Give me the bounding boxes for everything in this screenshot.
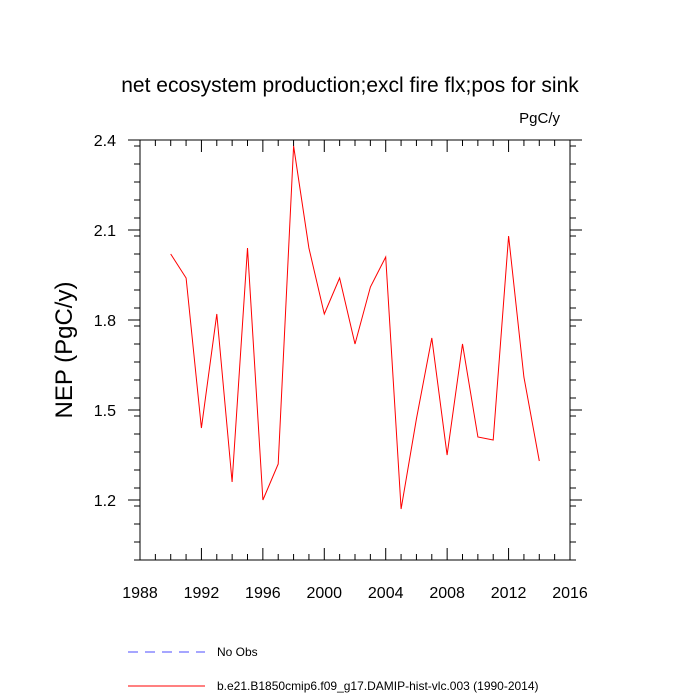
legend: No Obs b.e21.B1850cmip6.f09_g17.DAMIP-his… [128, 645, 539, 693]
plot-frame [139, 139, 571, 561]
x-tick-label: 2012 [491, 585, 527, 602]
chart-title: net ecosystem production;excl fire flx;p… [121, 74, 579, 97]
x-tick-label: 2000 [306, 585, 342, 602]
x-tick-label: 1996 [245, 585, 281, 602]
x-tick-label: 2016 [552, 585, 588, 602]
x-tick-label: 2008 [429, 585, 465, 602]
y-tick-label: 1.8 [94, 313, 116, 330]
x-tick-label: 1992 [184, 585, 220, 602]
tick-labels: 1988 1992 1996 2000 2004 2008 2012 2016 1.2 1.5 1.… [94, 133, 588, 602]
y-axis-label: NEP (PgC/y) [51, 282, 78, 419]
axes-ticks [128, 139, 582, 561]
x-tick-label: 2004 [368, 585, 404, 602]
y-tick-label: 1.5 [94, 403, 116, 420]
legend-label: b.e21.B1850cmip6.f09_g17.DAMIP-hist-vlc.… [217, 679, 539, 693]
units-label: PgC/y [519, 110, 560, 127]
y-tick-label: 2.1 [94, 223, 116, 240]
y-tick-label: 2.4 [94, 133, 116, 150]
x-tick-label: 1988 [122, 585, 158, 602]
plot-area [170, 145, 540, 510]
series-line [170, 145, 540, 510]
y-tick-label: 1.2 [94, 493, 116, 510]
legend-label: No Obs [217, 645, 258, 659]
